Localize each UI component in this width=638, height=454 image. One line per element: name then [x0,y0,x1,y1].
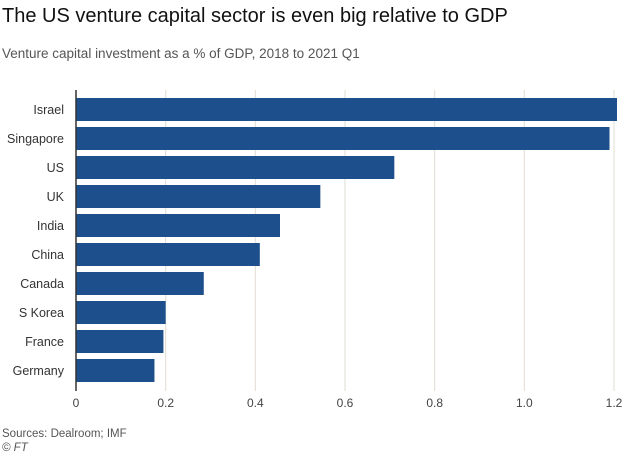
x-tick-label: 1.0 [516,396,533,410]
bar [76,243,260,266]
chart-subtitle: Venture capital investment as a % of GDP… [2,46,360,61]
category-label: Singapore [7,132,64,146]
category-label: France [25,335,64,349]
bar [76,127,610,150]
category-label: US [47,161,64,175]
category-label: S Korea [19,306,64,320]
category-label: India [37,219,64,233]
x-tick-label: 1.2 [606,396,623,410]
category-label: Israel [33,103,64,117]
bar [76,98,617,121]
bar [76,301,166,324]
category-label: UK [47,190,65,204]
x-tick-label: 0.4 [247,396,264,410]
x-tick-label: 0.2 [157,396,174,410]
category-label: Germany [13,364,65,378]
category-label: China [31,248,64,262]
bar [76,156,395,179]
bar [76,330,164,353]
bar [76,272,204,295]
bar [76,214,280,237]
x-tick-label: 0 [73,396,80,410]
x-tick-label: 0.6 [337,396,354,410]
category-label: Canada [20,277,64,291]
source-note: Sources: Dealroom; IMF [2,428,127,440]
ft-credit: © FT [2,442,28,454]
x-tick-label: 0.8 [426,396,443,410]
chart-title: The US venture capital sector is even bi… [2,5,508,27]
bar [76,359,155,382]
bar [76,185,321,208]
